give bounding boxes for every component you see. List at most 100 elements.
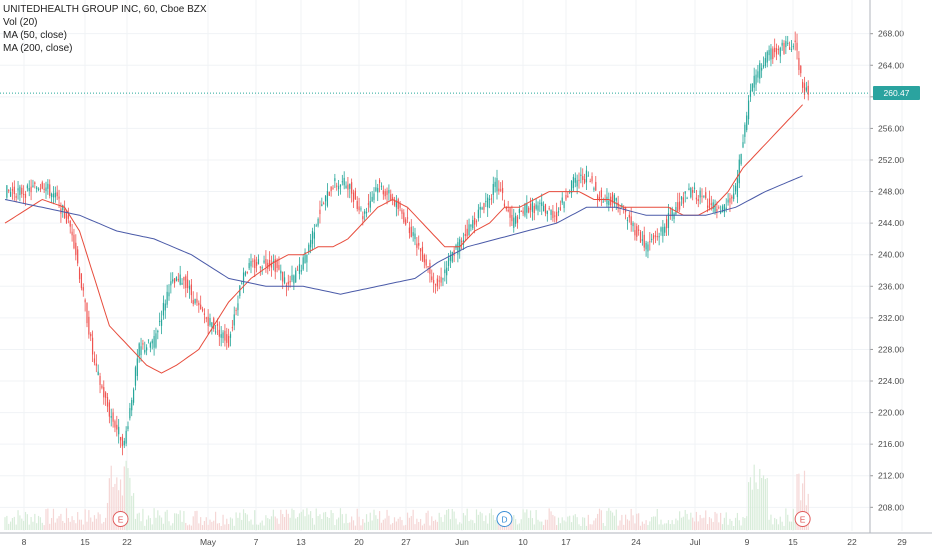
volume-bar [149, 518, 151, 530]
x-tick-label: 27 [401, 537, 411, 547]
y-tick-label: 220.00 [878, 408, 904, 418]
candle-body [211, 322, 213, 327]
candle-body [140, 346, 142, 355]
candle-body [507, 209, 509, 212]
volume-bar [485, 515, 487, 530]
candle-body [453, 250, 455, 256]
x-tick-label: 22 [122, 537, 132, 547]
volume-bar [533, 524, 535, 530]
candle-body [706, 205, 709, 208]
volume-bar [351, 516, 353, 530]
volume-bar [207, 524, 209, 530]
candle-body [619, 206, 621, 208]
candle-body [416, 243, 418, 248]
candle-body [395, 200, 397, 208]
volume-bar [490, 508, 493, 530]
volume-bar [47, 508, 49, 530]
volume-bar [483, 521, 485, 530]
candle-body [276, 260, 278, 268]
candle-body [587, 175, 589, 177]
volume-bar [462, 512, 465, 530]
x-tick-label: 15 [80, 537, 90, 547]
volume-bar [267, 518, 269, 530]
candle-body [431, 276, 433, 280]
candle-body [244, 272, 247, 276]
volume-bar [235, 512, 237, 530]
volume-bar [634, 523, 636, 530]
candle-body [71, 231, 73, 236]
volume-bar [610, 510, 612, 530]
candle-body [708, 198, 711, 209]
dividend-marker[interactable]: D [496, 511, 513, 527]
volume-bar [652, 516, 655, 530]
volume-bar [697, 521, 699, 530]
volume-bar [460, 523, 463, 530]
candle-body [278, 265, 280, 270]
candle-body [563, 201, 565, 209]
candle-body [412, 232, 414, 236]
volume-bar [26, 514, 28, 530]
volume-bar [656, 509, 658, 530]
volume-bar [296, 517, 299, 530]
volume-bar [429, 525, 431, 530]
volume-bar [550, 511, 552, 530]
candle-body [433, 280, 435, 284]
volume-bar [188, 524, 191, 530]
candle-body [600, 190, 602, 198]
volume-bar [4, 517, 6, 530]
volume-bar [723, 517, 725, 530]
candle-body [697, 199, 699, 202]
candle-body [168, 292, 170, 297]
candle-body [475, 221, 478, 223]
candle-body [52, 193, 55, 198]
volume-bar [788, 521, 791, 530]
candle-body [591, 176, 593, 182]
volume-bar [155, 517, 157, 530]
candle-body [365, 211, 368, 214]
volume-bar [9, 521, 12, 530]
candle-body [155, 333, 157, 348]
volume-bar [226, 518, 228, 530]
volume-bar [289, 517, 291, 530]
candle-body [393, 199, 396, 206]
volume-bar [494, 519, 496, 530]
volume-bar [673, 524, 675, 530]
volume-bar [595, 518, 597, 530]
volume-bar [34, 513, 36, 530]
candle-body [380, 185, 383, 187]
volume-bar [518, 523, 520, 530]
volume-bar [332, 513, 334, 530]
volume-bar [615, 509, 617, 530]
candle-body [56, 192, 58, 197]
earnings-marker[interactable]: E [112, 511, 129, 527]
volume-bar [375, 515, 377, 530]
candle-body [544, 204, 547, 214]
earnings-marker[interactable]: E [794, 511, 811, 527]
candle-body [597, 195, 599, 200]
candle-body [198, 302, 200, 306]
candle-body [267, 262, 269, 269]
candle-body [41, 182, 43, 189]
candle-body [326, 191, 329, 206]
candle-body [699, 190, 701, 198]
volume-bar [177, 514, 179, 530]
volume-bar [725, 512, 727, 530]
candle-body [796, 42, 798, 51]
candle-body [112, 412, 114, 422]
candle-body [134, 367, 137, 386]
volume-bar [173, 513, 176, 530]
volume-bar [84, 509, 86, 530]
candle-body [751, 83, 753, 91]
candle-body [216, 323, 219, 326]
candle-body [54, 192, 56, 198]
volume-bar [671, 520, 673, 530]
volume-bar [513, 515, 515, 530]
candle-body [179, 274, 181, 285]
x-tick-label: 17 [561, 537, 571, 547]
volume-bar [298, 513, 301, 530]
volume-bar [269, 519, 271, 530]
candle-body [401, 210, 403, 214]
volume-bar [229, 517, 232, 530]
